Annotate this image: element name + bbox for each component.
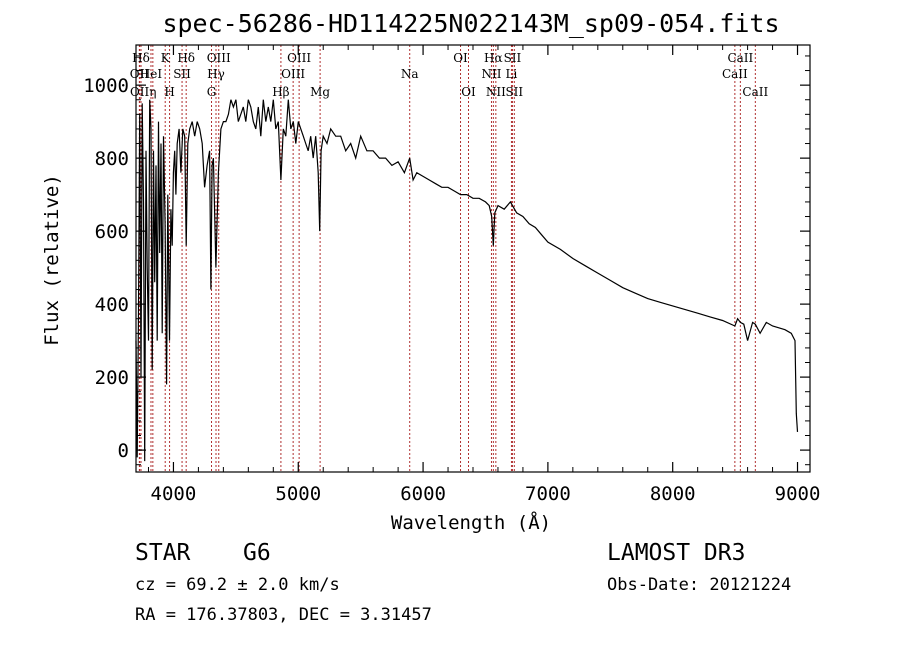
line-label-17: OI — [453, 51, 468, 65]
survey-label: LAMOST DR3 — [607, 540, 746, 566]
line-label-3: HeI — [140, 67, 163, 81]
line-label-12: Hβ — [272, 85, 289, 99]
redshift-readout: cz = 69.2 ± 2.0 km/s — [135, 575, 340, 595]
line-label-27: CaII — [742, 85, 768, 99]
y-tick-label-5: 1000 — [83, 75, 129, 97]
line-label-20: SII — [504, 51, 522, 65]
line-label-5: K — [161, 51, 171, 65]
line-label-21: NII — [481, 67, 501, 81]
line-label-9: OIII — [207, 51, 231, 65]
spectrum-line — [135, 99, 799, 462]
x-tick-label-2: 6000 — [400, 483, 446, 505]
line-label-15: Mg — [310, 85, 330, 99]
y-tick-label-4: 800 — [95, 148, 129, 170]
axis-ticks: 4000 5000 6000 7000 8000 9000 0 200 400 600 800 100… — [83, 45, 820, 505]
spectral-line-markers — [138, 45, 756, 472]
y-tick-label-1: 200 — [95, 367, 129, 389]
line-label-4: η — [149, 85, 156, 99]
line-label-8: Hδ — [177, 51, 195, 65]
line-label-19: Hα — [484, 51, 503, 65]
y-tick-label-0: 0 — [118, 440, 129, 462]
x-tick-label-1: 5000 — [275, 483, 321, 505]
y-tick-label-2: 400 — [95, 294, 129, 316]
x-tick-label-4: 8000 — [650, 483, 696, 505]
coordinates: RA = 176.37803, DEC = 3.31457 — [135, 605, 432, 625]
obs-date: Obs-Date: 20121224 — [607, 575, 792, 595]
line-label-2: OII — [130, 85, 150, 99]
x-tick-label-0: 4000 — [151, 483, 197, 505]
line-label-14: OIII — [281, 67, 305, 81]
line-label-6: SII — [173, 67, 191, 81]
line-label-1: OII — [130, 67, 150, 81]
line-label-24: SII — [505, 85, 523, 99]
spectrum-plot: 4000 5000 6000 7000 8000 9000 0 200 400 600 800 100… — [41, 9, 820, 534]
x-axis-label: Wavelength (Å) — [391, 511, 551, 534]
x-tick-label-5: 9000 — [775, 483, 821, 505]
line-label-13: OIII — [287, 51, 311, 65]
x-tick-label-3: 7000 — [525, 483, 571, 505]
y-tick-label-3: 600 — [95, 221, 129, 243]
line-label-16: Na — [401, 67, 419, 81]
line-label-0: Hδ — [132, 51, 150, 65]
line-label-25: CaII — [727, 51, 753, 65]
object-subclass: G6 — [243, 540, 271, 566]
line-label-7: H — [164, 85, 174, 99]
line-label-22: Li — [506, 67, 518, 81]
line-label-10: Hγ — [207, 67, 225, 81]
line-label-23: NII — [486, 85, 506, 99]
line-label-26: CaII — [722, 67, 748, 81]
line-label-18: OI — [461, 85, 476, 99]
y-axis-label: Flux (relative) — [41, 174, 63, 346]
line-label-11: G — [207, 85, 217, 99]
chart-title: spec-56286-HD114225N022143M_sp09-054.fit… — [162, 9, 779, 38]
object-class: STAR — [135, 540, 191, 566]
